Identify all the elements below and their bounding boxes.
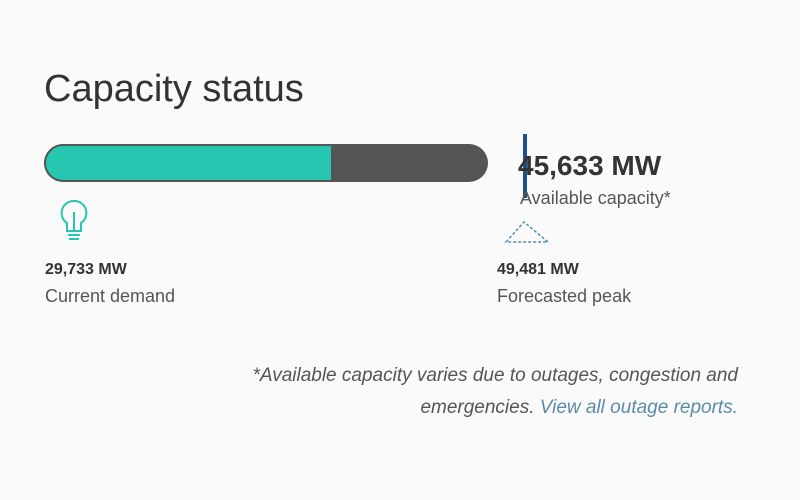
available-value: 45,633 MW — [518, 150, 662, 181]
footnote: *Available capacity varies due to outage… — [150, 360, 738, 424]
outage-link[interactable]: View all outage reports. — [539, 397, 738, 418]
demand-bar — [44, 144, 334, 182]
capacity-track — [44, 144, 488, 182]
forecast-marker — [523, 134, 528, 198]
available-caption: Available capacity* — [520, 188, 671, 208]
peak-icon — [504, 220, 551, 243]
demand-value: 29,733 MW — [45, 261, 127, 278]
footnote-text: *Available capacity varies due to outage… — [252, 365, 738, 418]
forecast-value: 49,481 MW — [497, 261, 579, 278]
forecast-caption: Forecasted peak — [497, 286, 632, 306]
lightbulb-icon — [60, 199, 88, 240]
demand-caption: Current demand — [45, 286, 176, 306]
title: Capacity status — [44, 68, 304, 110]
